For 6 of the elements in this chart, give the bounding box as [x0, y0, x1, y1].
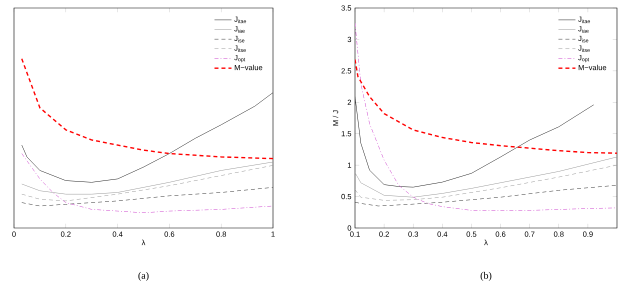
text: (a): [138, 272, 149, 281]
line-series: [355, 185, 617, 206]
line-series: [355, 22, 617, 211]
text: (b): [480, 272, 492, 281]
line-series: [355, 156, 617, 198]
line-series: [355, 96, 594, 188]
